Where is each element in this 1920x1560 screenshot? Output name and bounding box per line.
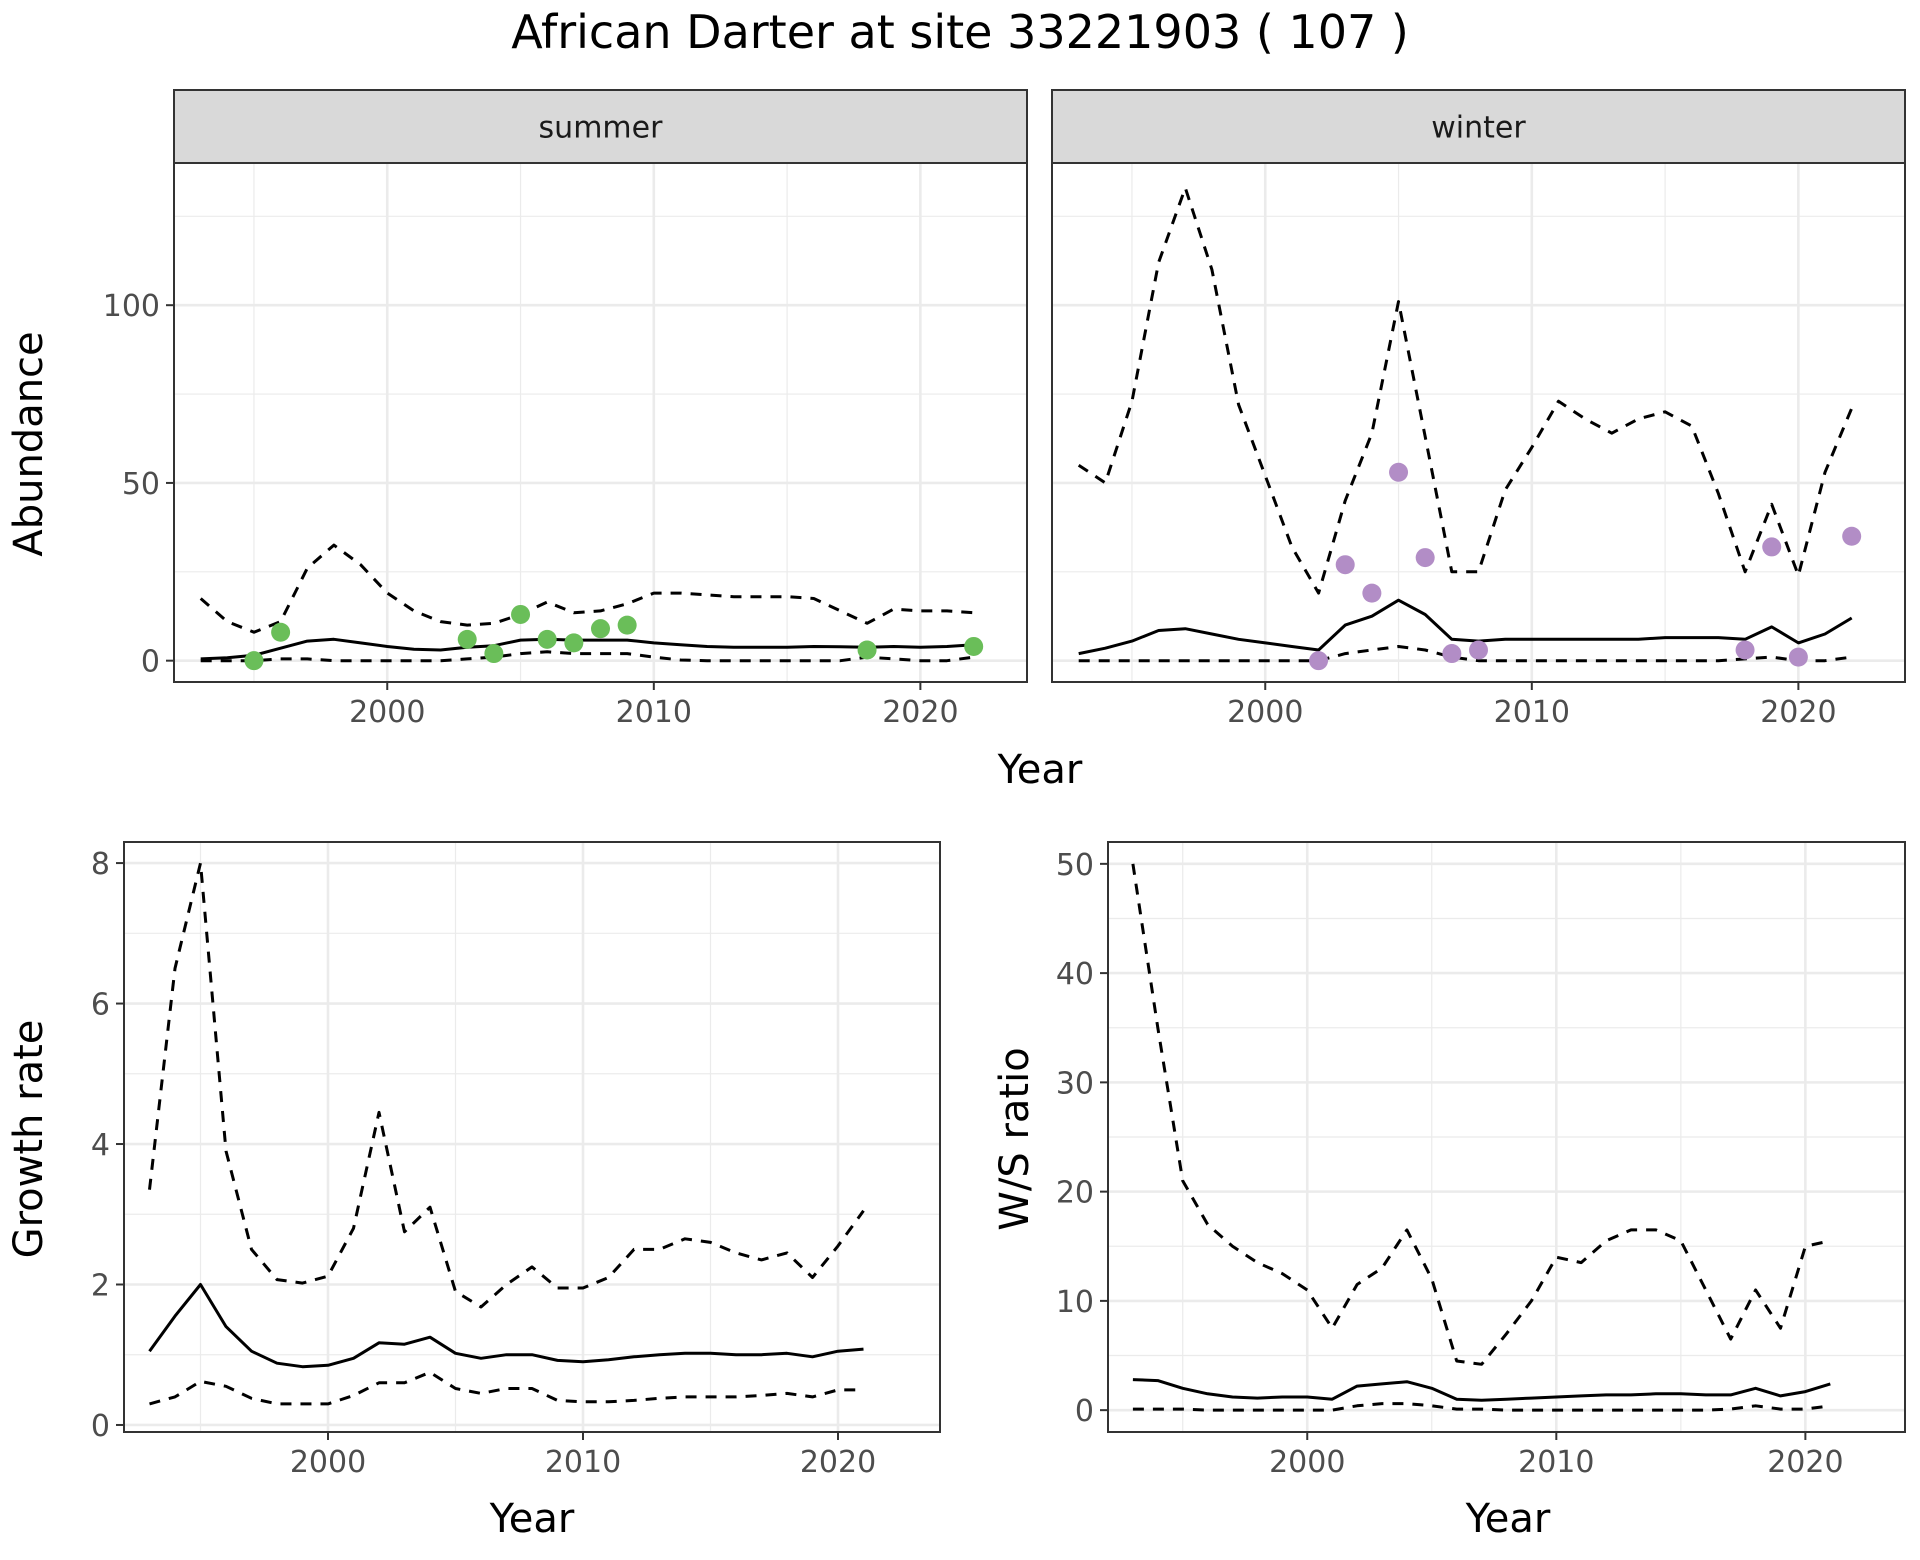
- observed-point: [1735, 640, 1755, 660]
- observed-point: [1415, 548, 1435, 568]
- upper-line: [1077, 186, 1854, 595]
- observed-point: [1842, 526, 1862, 546]
- estimate-line: [200, 637, 974, 661]
- observed-point: [591, 619, 610, 639]
- observed-point: [857, 640, 877, 660]
- x-tick-label: 2000: [1227, 695, 1303, 730]
- y-tick-label: 0: [141, 645, 160, 680]
- observed-point: [1442, 644, 1462, 664]
- x-tick-label: 2000: [290, 1445, 366, 1480]
- observed-point: [271, 622, 291, 642]
- observed-point: [1389, 462, 1409, 482]
- y-tick-label: 0: [91, 1409, 110, 1444]
- estimate-line: [1132, 1378, 1831, 1402]
- panel-growth-rate: 2000 2010 2020 0 2 4 6 8: [91, 841, 941, 1480]
- upper-line: [148, 861, 865, 1309]
- x-tick-label: 2020: [800, 1445, 876, 1480]
- observed-point: [617, 615, 637, 635]
- upper-line: [199, 543, 974, 634]
- observed-point: [511, 604, 531, 624]
- y-tick-label: 40: [1056, 957, 1094, 992]
- panel-background: [124, 842, 940, 1432]
- panel-winter-abundance: winter 2000 2010 2020: [1051, 89, 1906, 730]
- observed-point: [964, 636, 984, 656]
- panel-background: [174, 163, 1027, 682]
- y-tick-label: 8: [91, 847, 110, 882]
- y-tick-label: 100: [103, 289, 160, 324]
- y-tick-label: 50: [1056, 848, 1094, 883]
- y-tick-label: 20: [1056, 1176, 1094, 1211]
- observed-point: [1788, 647, 1808, 667]
- lower-line: [1132, 1402, 1831, 1412]
- y-tick-label: 50: [122, 467, 160, 502]
- x-axis-title-growth: Year: [489, 1496, 575, 1542]
- y-axis-title-growth: Growth rate: [6, 1020, 52, 1259]
- lower-line: [200, 650, 974, 663]
- x-tick-label: 2020: [882, 695, 958, 730]
- panel-background: [1052, 163, 1905, 682]
- facet-label: summer: [539, 111, 664, 146]
- panel-border: [1107, 841, 1906, 1433]
- observed-point: [1469, 640, 1488, 660]
- x-tick-label: 2020: [1767, 1445, 1843, 1480]
- y-axis-title-ws: W/S ratio: [992, 1047, 1038, 1230]
- estimate-line: [1078, 598, 1853, 656]
- observed-point: [564, 633, 584, 653]
- panel-ws-ratio: 2000 2010 2020 0 10 20 30 40 50: [1056, 841, 1906, 1480]
- y-tick-label: 0: [1075, 1394, 1094, 1429]
- y-axis-title-top: Abundance: [6, 331, 52, 556]
- lower-line: [149, 1370, 864, 1406]
- y-tick-label: 6: [91, 988, 110, 1023]
- x-tick-label: 2010: [1518, 1445, 1594, 1480]
- observed-point: [1335, 555, 1355, 575]
- x-tick-label: 2010: [616, 695, 692, 730]
- facet-strip: [173, 89, 1028, 164]
- observed-point: [1309, 651, 1329, 671]
- observed-point: [484, 644, 504, 664]
- x-tick-label: 2020: [1760, 695, 1836, 730]
- x-tick-label: 2010: [545, 1445, 621, 1480]
- observed-point: [1762, 537, 1782, 557]
- figure-title: African Darter at site 33221903 ( 107 ): [511, 5, 1409, 59]
- observed-point: [1362, 583, 1382, 603]
- y-tick-label: 4: [91, 1128, 110, 1163]
- facet-label: winter: [1431, 111, 1526, 146]
- x-tick-label: 2000: [1269, 1445, 1345, 1480]
- upper-line: [1131, 863, 1831, 1366]
- estimate-line: [148, 1283, 864, 1369]
- x-tick-label: 2010: [1494, 695, 1570, 730]
- panel-summer-abundance: summer 2000 2010 2020 0 50 100: [103, 89, 1028, 730]
- lower-line: [1078, 645, 1852, 663]
- facet-strip: [1051, 89, 1906, 164]
- observed-point: [457, 629, 477, 649]
- y-tick-label: 30: [1056, 1066, 1094, 1101]
- observed-point: [537, 629, 557, 649]
- y-tick-label: 2: [91, 1269, 110, 1304]
- observed-point: [244, 651, 264, 671]
- panel-border: [123, 841, 941, 1433]
- x-axis-title-top: Year: [997, 747, 1083, 793]
- y-tick-label: 10: [1056, 1285, 1094, 1320]
- x-axis-title-ws: Year: [1465, 1496, 1551, 1542]
- x-tick-label: 2000: [349, 695, 425, 730]
